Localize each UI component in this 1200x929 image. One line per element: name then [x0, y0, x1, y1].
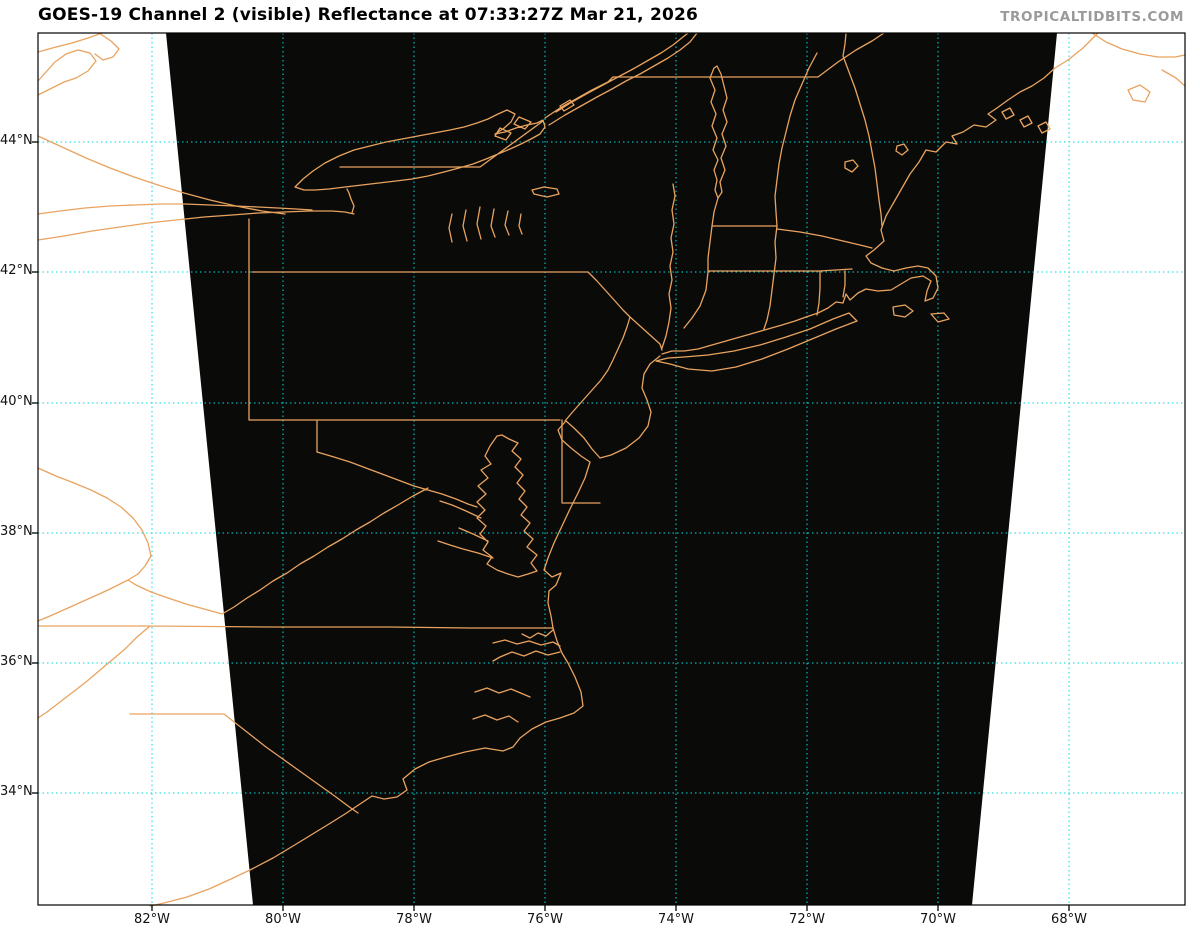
lon-tick-label: 76°W	[527, 912, 563, 927]
lat-tick-label: 42°N	[0, 263, 33, 278]
map-outlines	[37, 32, 1186, 907]
finger-lakes-outline	[448, 186, 560, 243]
lon-tick-label: 68°W	[1051, 912, 1087, 927]
lat-tick-label: 44°N	[0, 133, 33, 148]
coastline-nj-delmarva	[543, 355, 661, 592]
us-canada-border	[612, 32, 885, 78]
plot-frame	[37, 32, 1186, 906]
lon-tick-label: 72°W	[789, 912, 825, 927]
lake-erie-outline	[37, 188, 355, 241]
lon-tick-label: 80°W	[265, 912, 301, 927]
coastline-new-england	[661, 32, 1099, 355]
nc-sounds-outline	[472, 629, 561, 723]
hudson-river	[661, 183, 676, 349]
long-island-outline	[655, 312, 858, 372]
axis-ticks	[32, 141, 1070, 911]
lat-tick-label: 38°N	[0, 524, 33, 539]
watermark: TROPICALTIDBITS.COM	[1000, 9, 1184, 25]
lat-tick-label: 40°N	[0, 394, 33, 409]
coastline-va-nc-sc	[149, 590, 584, 907]
chesapeake-bay-outline	[437, 434, 538, 578]
satellite-swath	[166, 33, 1057, 905]
lon-tick-label: 82°W	[134, 912, 170, 927]
islands-and-lakes	[844, 32, 1186, 323]
va-nc-sc-borders	[37, 625, 554, 814]
page-title: GOES-19 Channel 2 (visible) Reflectance …	[38, 5, 699, 25]
lon-tick-label: 78°W	[396, 912, 432, 927]
lake-ontario-outline	[294, 109, 546, 191]
lat-tick-label: 34°N	[0, 784, 33, 799]
lon-tick-label: 74°W	[658, 912, 694, 927]
lake-champlain-outline	[709, 65, 728, 227]
georgian-bay-outline	[37, 32, 286, 215]
ny-pa-nj-borders	[248, 218, 663, 504]
lat-tick-label: 36°N	[0, 654, 33, 669]
lon-tick-label: 70°W	[920, 912, 956, 927]
new-england-borders	[683, 32, 883, 330]
potomac-wv-borders	[37, 451, 478, 622]
